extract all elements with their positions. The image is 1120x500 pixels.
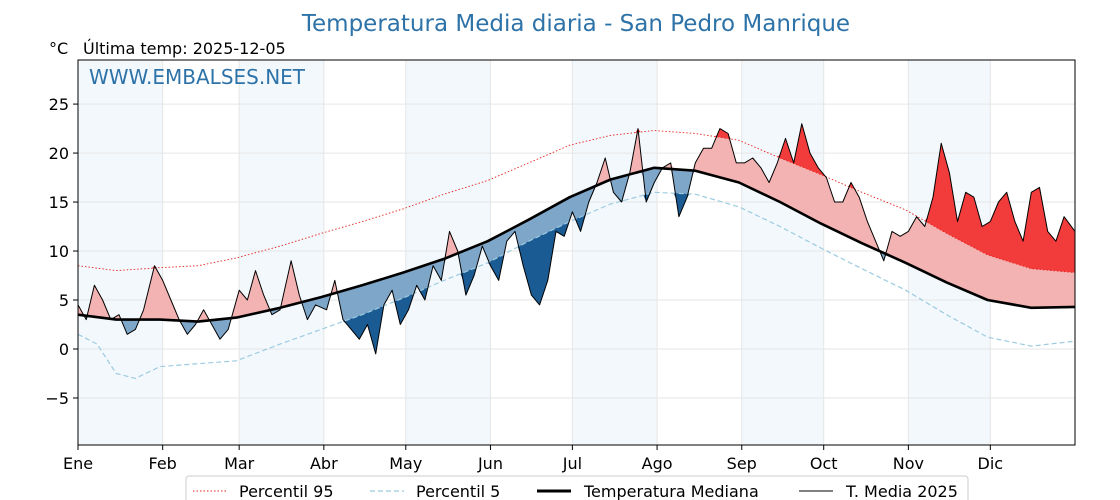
plot-frame <box>77 59 1076 446</box>
x-tick-label-11: Dic <box>978 454 1004 473</box>
x-tick-label-0: Ene <box>63 454 93 473</box>
last-temp-label: Última temp: 2025-12-05 <box>83 39 286 58</box>
unit-label: °C <box>49 39 68 58</box>
month-band-0 <box>78 60 163 445</box>
month-band-1 <box>239 60 324 445</box>
line-percentil-5 <box>77 191 1076 379</box>
chart-title: Temperatura Media diaria - San Pedro Man… <box>301 11 850 37</box>
x-tick-label-1: Feb <box>149 454 177 473</box>
legend-label-p5: Percentil 5 <box>416 482 500 500</box>
line-temperatura-mediana <box>77 166 1076 323</box>
y-tick-label-6: 25 <box>49 95 69 114</box>
line-percentil-95 <box>77 130 1076 274</box>
x-tick-label-3: Abr <box>310 454 338 473</box>
y-tick-label-0: −5 <box>45 389 69 408</box>
y-tick-label-5: 20 <box>49 144 69 163</box>
y-tick-label-4: 15 <box>49 193 69 212</box>
y-tick-label-1: 0 <box>59 340 69 359</box>
x-tick-label-4: May <box>389 454 422 473</box>
x-tick-label-6: Jul <box>562 454 582 473</box>
y-tick-label-3: 10 <box>49 242 69 261</box>
line-t-media-2025 <box>77 123 1076 355</box>
x-tick-label-8: Sep <box>727 454 757 473</box>
x-tick-label-10: Nov <box>893 454 924 473</box>
legend-label-2025: T. Media 2025 <box>845 482 958 500</box>
month-band-3 <box>572 60 658 445</box>
x-tick-label-5: Jun <box>477 454 503 473</box>
legend-label-median: Temperatura Mediana <box>583 482 759 500</box>
month-band-4 <box>741 60 824 445</box>
legend: Percentil 95 Percentil 5 Temperatura Med… <box>185 475 969 500</box>
x-tick-label-2: Mar <box>224 454 255 473</box>
y-tick-label-2: 5 <box>59 291 69 310</box>
x-tick-label-7: Ago <box>642 454 673 473</box>
axis-ticks: −5 0 5 10 15 20 25 Ene Feb Mar Abr May Jun Jul Ago Sep O… <box>45 95 1003 473</box>
x-tick-label-9: Oct <box>810 454 838 473</box>
watermark: WWW.EMBALSES.NET <box>89 65 306 89</box>
legend-label-p95: Percentil 95 <box>239 482 334 500</box>
series-lines <box>77 123 1076 379</box>
legend-frame <box>185 475 969 500</box>
